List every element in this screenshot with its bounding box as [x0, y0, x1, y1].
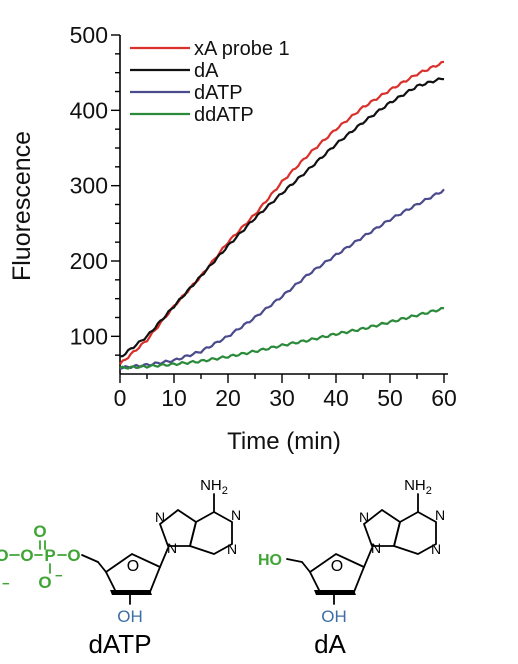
phosphate-o-right: O: [20, 546, 33, 565]
phosphate-p: P: [44, 546, 55, 565]
x-axis-label: Time (min): [227, 428, 341, 455]
datp-3-oh: OH: [117, 607, 143, 626]
x-tick-label: 30: [269, 385, 295, 411]
datp-adenine: N N N N NH2: [155, 477, 241, 557]
da-n3: N: [431, 541, 441, 557]
datp-nh2: NH2: [200, 477, 228, 497]
legend-label: xA probe 1: [194, 38, 290, 60]
x-tick-label: 40: [323, 385, 349, 411]
y-tick-label: 200: [70, 248, 108, 274]
datp-name: dATP: [88, 629, 151, 659]
y-axis-label: Fluorescence: [8, 131, 36, 281]
x-ticks: 0 10 20 30 40 50 60: [114, 374, 457, 411]
da-3-oh: OH: [321, 607, 347, 626]
datp-n1: N: [231, 507, 241, 523]
phosphate-charge: −: [55, 568, 63, 583]
datp-n7: N: [155, 509, 165, 525]
series-lines: [119, 60, 445, 371]
y-tick-label: 300: [70, 173, 108, 199]
fluorescence-chart: 100 200 300 400 500 0 10 20 30 40 50 60 xA probe 1…: [8, 22, 457, 455]
x-tick-label: 20: [215, 385, 241, 411]
legend-label: ddATP: [194, 104, 254, 126]
da-n7: N: [359, 509, 369, 525]
da-5-ho: HO: [258, 552, 282, 569]
series-line-ddatp: [119, 306, 445, 370]
datp-n3: N: [227, 541, 237, 557]
datp-n9: N: [167, 540, 177, 556]
da-ring-oxygen: O: [331, 558, 343, 575]
y-tick-label: 400: [70, 97, 108, 123]
da-structure: HO O OH N N N N NH2 dA: [258, 477, 445, 659]
da-n9: N: [371, 540, 381, 556]
phosphate-o-top: O: [33, 522, 46, 541]
da-name: dA: [314, 629, 346, 659]
x-tick-label: 50: [377, 385, 403, 411]
x-tick-label: 0: [114, 385, 127, 411]
da-n1: N: [435, 507, 445, 523]
phosphate-o-left: O: [0, 546, 9, 565]
phosphate-o-bottom: O: [38, 573, 51, 592]
x-tick-label: 10: [161, 385, 187, 411]
y-tick-label: 500: [70, 22, 108, 48]
series-line-datp: [119, 188, 445, 371]
x-tick-label: 60: [431, 385, 457, 411]
datp-ring-oxygen: O: [127, 558, 139, 575]
phosphate-group: O O O P O O − −: [0, 522, 81, 592]
legend-label: dATP: [194, 82, 243, 104]
phosphate-charge-left: −: [2, 576, 10, 591]
da-adenine: N N N N NH2: [359, 477, 445, 557]
phosphate-o-bridge: O: [67, 546, 80, 565]
y-ticks: 100 200 300 400 500: [70, 22, 120, 356]
legend-label: dA: [194, 60, 219, 82]
series-line-xa-probe-1: [119, 60, 445, 365]
series-line-da: [119, 77, 445, 358]
datp-structure: O O O P O O − − O OH: [0, 477, 241, 659]
y-tick-label: 100: [70, 323, 108, 349]
da-nh2: NH2: [404, 477, 432, 497]
